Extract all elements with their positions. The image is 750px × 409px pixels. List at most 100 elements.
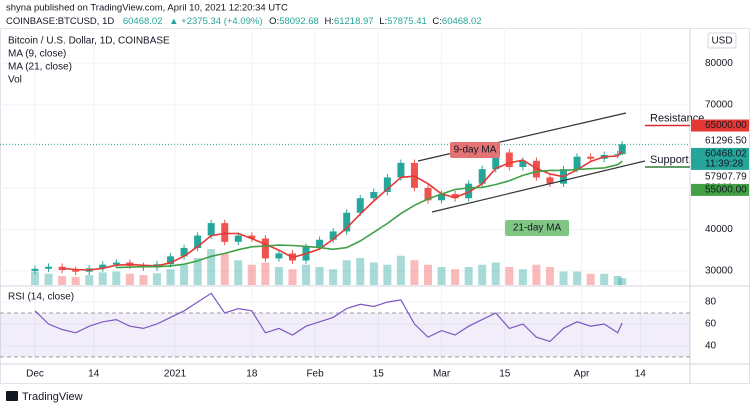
volume-bar bbox=[424, 264, 433, 285]
price-tag-label: 65000.00 bbox=[705, 120, 747, 131]
brand: TradingView bbox=[6, 391, 83, 403]
candle-body bbox=[343, 212, 351, 232]
symbol: COINBASE:BTCUSD, 1D bbox=[6, 16, 114, 27]
volume-bar bbox=[71, 276, 80, 285]
candle-body bbox=[221, 223, 229, 242]
candle-body bbox=[424, 187, 432, 201]
candle-body bbox=[451, 194, 459, 199]
x-tick-label: 15 bbox=[373, 369, 385, 380]
volume-bar bbox=[274, 267, 283, 285]
change: ▲ +2375.34 (+4.09%) bbox=[169, 16, 262, 27]
volume-bar bbox=[600, 273, 609, 285]
legend-entry: Vol bbox=[8, 75, 22, 86]
y-tick-label: 40 bbox=[705, 341, 717, 352]
currency-box bbox=[707, 32, 737, 49]
volume bbox=[31, 249, 627, 285]
volume-bar bbox=[451, 269, 460, 285]
y-tick-label: 30000 bbox=[705, 266, 733, 277]
x-tick-label: Dec bbox=[26, 369, 44, 380]
volume-bar bbox=[125, 273, 134, 285]
y-tick-label: 60 bbox=[705, 319, 717, 330]
published-line: shyna published on TradingView.com, Apri… bbox=[6, 3, 288, 14]
candle-body bbox=[45, 266, 53, 269]
candle-body bbox=[505, 152, 513, 168]
x-tick-label: 14 bbox=[88, 369, 100, 380]
candle-body bbox=[370, 191, 378, 199]
callout-box bbox=[505, 220, 569, 236]
volume-bar bbox=[152, 273, 161, 285]
candle-body bbox=[234, 235, 242, 242]
candle-body bbox=[587, 156, 595, 159]
price-tag-label: 55000.00 bbox=[705, 185, 747, 196]
volume-bar bbox=[559, 271, 568, 285]
candle-body bbox=[397, 162, 405, 178]
price-pane: Resistance Support bbox=[0, 112, 704, 276]
volume-bar bbox=[315, 267, 324, 285]
volume-bar bbox=[31, 271, 40, 285]
ohlc-label: O: bbox=[269, 16, 279, 27]
volume-bar bbox=[220, 253, 229, 285]
volume-bar bbox=[396, 255, 405, 285]
volume-bar bbox=[545, 267, 554, 285]
volume-bar bbox=[207, 249, 216, 285]
candle-body bbox=[112, 262, 120, 265]
x-tick-label: 15 bbox=[499, 369, 511, 380]
candle-body bbox=[194, 235, 202, 249]
last-price: 60468.02 bbox=[123, 16, 163, 27]
candle-body bbox=[478, 169, 486, 184]
price-tag bbox=[691, 119, 749, 132]
legend-entry: RSI (14, close) bbox=[8, 292, 74, 303]
ohlc-label: L: bbox=[379, 16, 387, 27]
x-tick-label: 14 bbox=[635, 369, 647, 380]
ohlc-value: 58092.68 bbox=[279, 16, 319, 27]
volume-bar bbox=[329, 269, 338, 285]
volume-bar bbox=[383, 264, 392, 285]
volume-bar bbox=[342, 260, 351, 285]
ohlc-label: C: bbox=[432, 16, 442, 27]
legend-entry: MA (21, close) bbox=[8, 62, 72, 73]
x-tick-label: 18 bbox=[246, 369, 258, 380]
volume-bar bbox=[112, 271, 121, 285]
y-tick-label: 80000 bbox=[705, 58, 733, 69]
rsi-band bbox=[0, 313, 690, 357]
logo bbox=[6, 391, 18, 401]
price-tag bbox=[691, 147, 749, 170]
price-tag-label: 60468.02 bbox=[705, 149, 747, 160]
y-tick-label: 70000 bbox=[705, 99, 733, 110]
level-label: Support bbox=[650, 154, 689, 166]
candle-body bbox=[614, 154, 622, 156]
candle-body bbox=[275, 253, 283, 259]
y-tick-label: 40000 bbox=[705, 224, 733, 235]
volume-bar bbox=[505, 267, 514, 285]
candle-body bbox=[329, 231, 337, 240]
candle-body bbox=[167, 256, 175, 265]
volume-bar bbox=[85, 275, 94, 285]
ohlc-value: 60468.02 bbox=[442, 16, 482, 27]
ohlc-label: H: bbox=[324, 16, 334, 27]
rsi-line bbox=[34, 292, 623, 343]
volume-bar bbox=[478, 264, 487, 285]
candle-body bbox=[261, 238, 269, 259]
volume-bar bbox=[573, 271, 582, 285]
volume-bar bbox=[193, 258, 202, 285]
volume-bar bbox=[139, 275, 148, 285]
candle-body bbox=[356, 198, 364, 213]
candle-body bbox=[618, 144, 626, 155]
legend-entry: MA (9, close) bbox=[8, 49, 66, 60]
price-tag-label: 57907.79 bbox=[705, 172, 747, 183]
volume-bar bbox=[58, 276, 67, 285]
trend-line bbox=[431, 160, 646, 213]
volume-bar bbox=[44, 273, 53, 285]
symbol-line: COINBASE:BTCUSD, 1D 60468.02 ▲ +2375.34 … bbox=[6, 16, 482, 27]
volume-bar bbox=[302, 264, 311, 285]
price-tag bbox=[691, 170, 749, 183]
candle-body bbox=[72, 270, 80, 272]
price-tag-label: 61296.50 bbox=[705, 136, 747, 147]
currency: USD bbox=[711, 36, 732, 47]
candle-body bbox=[438, 194, 446, 201]
candle-body bbox=[546, 177, 554, 184]
callout-label: 21-day MA bbox=[513, 223, 562, 234]
